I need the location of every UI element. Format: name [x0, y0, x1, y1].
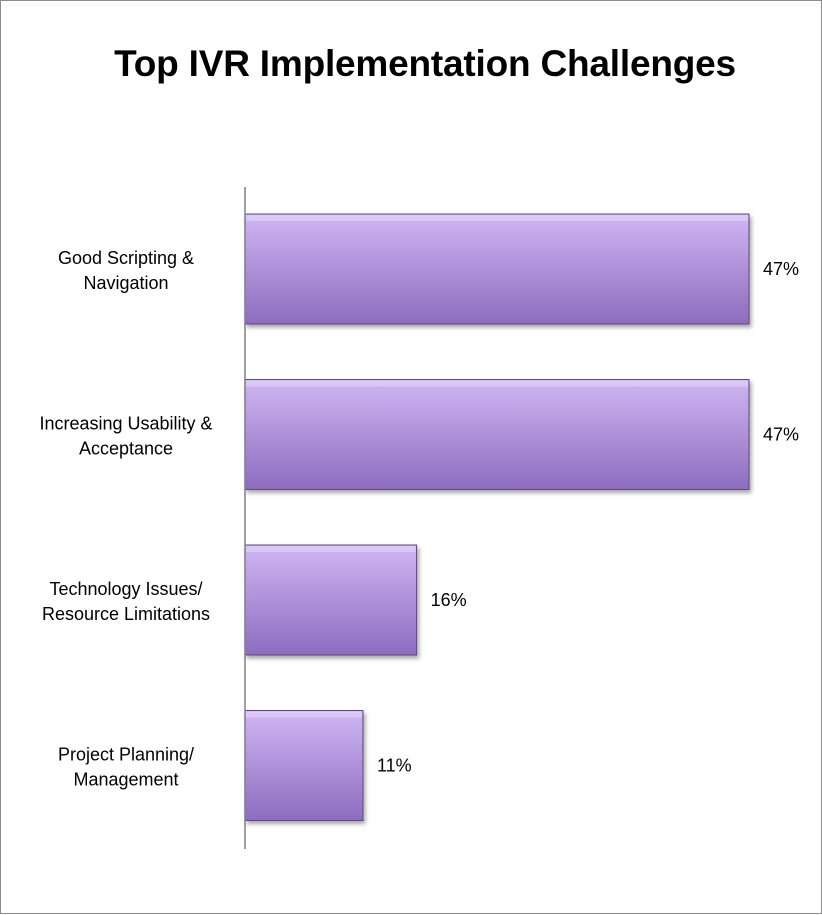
category-label-line: Management	[73, 770, 178, 790]
value-label-3: 11%	[377, 756, 412, 776]
bar-highlight-3	[246, 711, 362, 718]
category-label-1: Increasing Usability & Acceptance	[39, 414, 212, 459]
category-label-3: Project Planning/Management	[58, 745, 194, 790]
category-label-line: Navigation	[83, 273, 168, 293]
bar-2	[244, 544, 418, 656]
bar-highlight-0	[246, 215, 748, 221]
bar-0	[244, 213, 750, 325]
category-label-0: Good Scripting & Navigation	[58, 248, 194, 293]
value-label-2: 16%	[431, 590, 467, 610]
category-label-line: Acceptance	[79, 439, 173, 459]
bar-1	[244, 379, 750, 490]
bar-highlight-1	[246, 380, 748, 387]
category-label-line: Resource Limitations	[42, 604, 210, 624]
category-label-2: Technology Issues/Resource Limitations	[42, 579, 210, 624]
bar-3	[244, 710, 364, 821]
category-label-line: Project Planning/	[58, 745, 194, 765]
bar-highlight-2	[246, 546, 416, 552]
category-label-line: Increasing Usability &	[39, 414, 212, 434]
category-label-line: Technology Issues/	[49, 579, 202, 599]
category-label-line: Good Scripting &	[58, 248, 194, 268]
chart-title: Top IVR Implementation Challenges	[114, 43, 736, 84]
value-label-1: 47%	[763, 425, 799, 445]
value-label-0: 47%	[763, 259, 799, 279]
